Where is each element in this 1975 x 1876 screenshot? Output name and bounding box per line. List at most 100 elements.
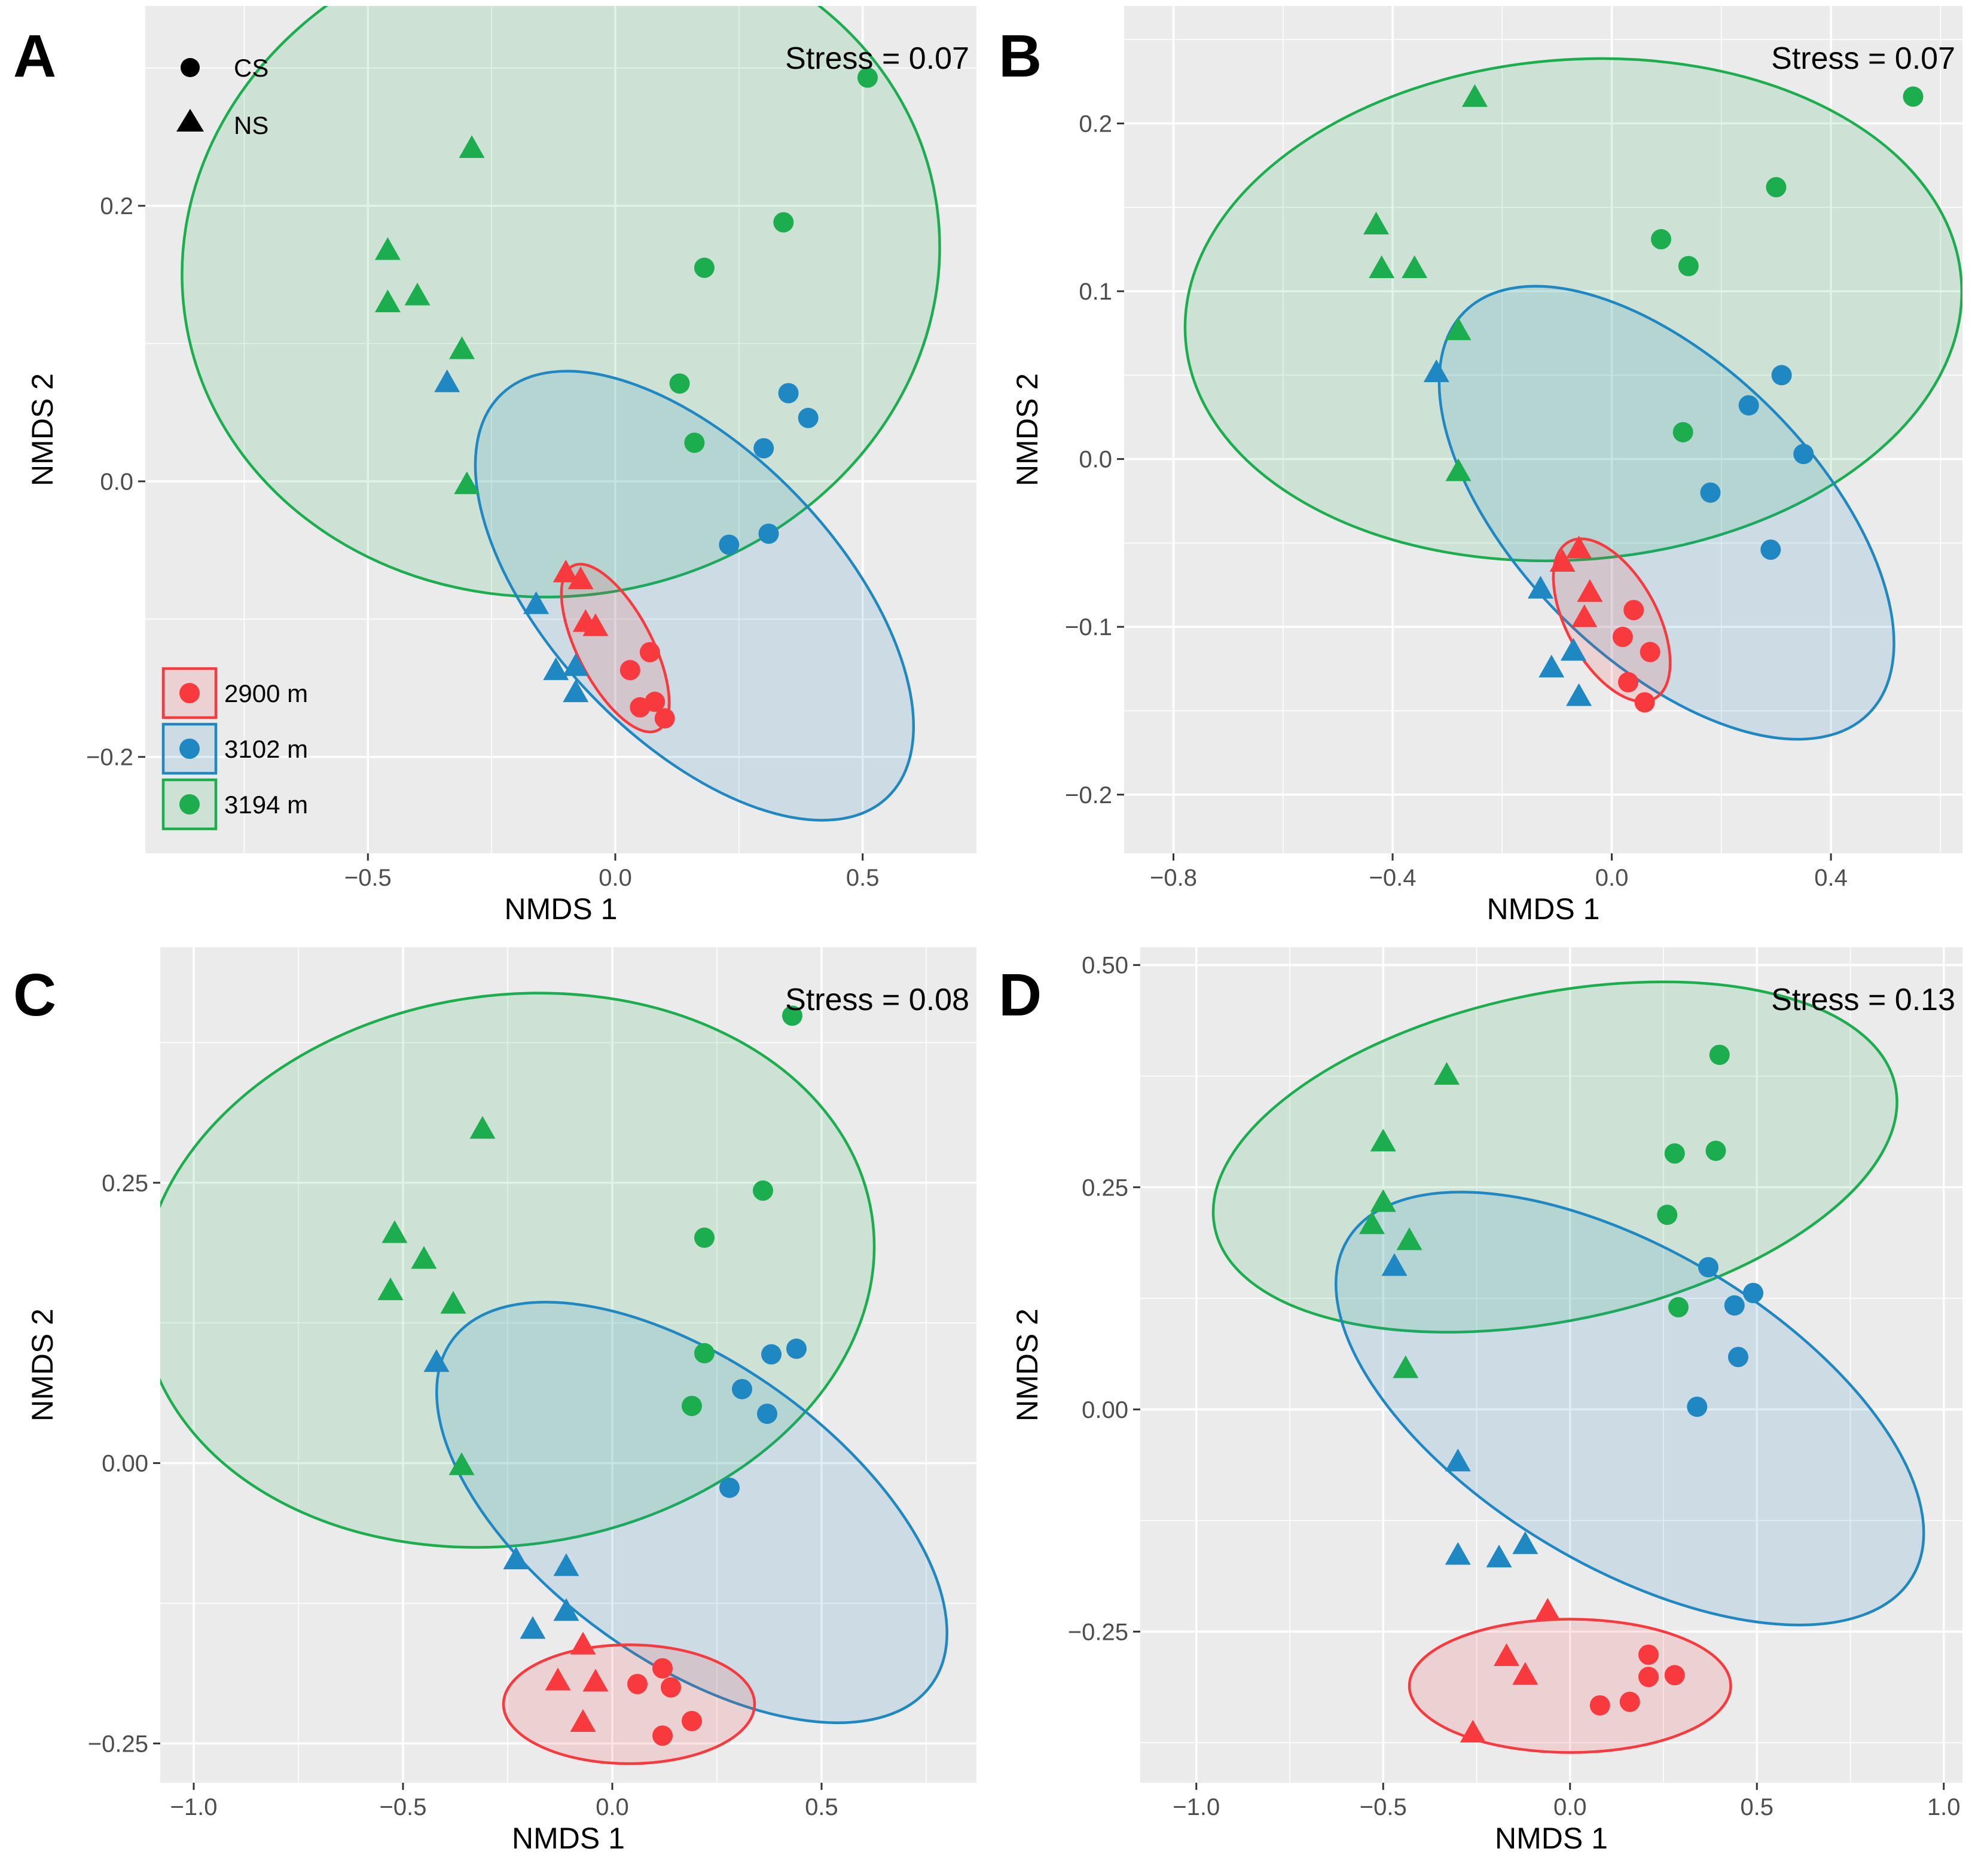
stress-annotation: Stress = 0.13 xyxy=(1771,983,1955,1017)
y-tick-label: 0.25 xyxy=(102,1170,148,1197)
data-point-circle xyxy=(682,1395,702,1416)
data-point-triangle xyxy=(1423,359,1449,382)
depth-legend: 2900 m 3102 m 3194 m xyxy=(161,667,308,831)
data-point-circle xyxy=(1664,1665,1685,1686)
y-tick-label: 0.0 xyxy=(100,469,133,495)
data-point-circle xyxy=(1619,1691,1640,1712)
data-point-circle xyxy=(1724,1295,1745,1316)
data-point-circle xyxy=(773,212,794,233)
panel-letter-c: C xyxy=(13,962,56,1029)
data-point-triangle xyxy=(563,679,589,703)
data-point-circle xyxy=(1664,1143,1685,1164)
data-point-triangle xyxy=(1396,1227,1423,1250)
data-point-circle xyxy=(1589,1695,1610,1716)
data-point-triangle xyxy=(570,1709,596,1732)
confidence-ellipse-depth-3102 xyxy=(474,370,915,822)
x-axis-title: NMDS 1 xyxy=(512,1822,625,1855)
data-point-circle xyxy=(1793,444,1814,465)
data-point-circle xyxy=(694,1227,715,1248)
legend-circle-key xyxy=(181,58,200,77)
data-point-triangle xyxy=(1527,575,1553,599)
y-axis-title: NMDS 2 xyxy=(26,1308,59,1422)
y-axis-title: NMDS 2 xyxy=(1011,373,1044,486)
data-point-circle xyxy=(1760,539,1781,560)
data-point-triangle xyxy=(377,1277,404,1301)
data-point-triangle xyxy=(1512,1662,1539,1685)
data-point-triangle xyxy=(1460,1719,1486,1743)
data-point-triangle xyxy=(543,657,569,681)
x-tick-label: −1.0 xyxy=(1173,1794,1220,1820)
y-axis-title: NMDS 2 xyxy=(1011,1308,1044,1422)
y-tick-label: 0.25 xyxy=(1082,1175,1128,1201)
data-point-triangle xyxy=(1445,317,1472,340)
x-tick-label: 1.0 xyxy=(1927,1794,1961,1820)
data-point-triangle xyxy=(1393,1355,1419,1378)
y-tick-label: −0.2 xyxy=(1065,782,1112,809)
data-point-triangle xyxy=(1445,1542,1471,1565)
data-point-triangle xyxy=(582,613,609,636)
data-point-triangle xyxy=(563,653,589,676)
data-point-circle xyxy=(719,1477,740,1498)
legend-key-dot xyxy=(179,683,200,703)
data-point-triangle xyxy=(404,282,431,306)
data-point-triangle xyxy=(553,1553,579,1576)
y-tick-label: −0.2 xyxy=(86,745,133,771)
x-tick-label: 0.0 xyxy=(1595,865,1629,891)
data-point-circle xyxy=(661,1677,681,1698)
data-point-circle xyxy=(669,373,690,394)
data-point-circle xyxy=(630,697,651,718)
y-tick-label: −0.25 xyxy=(1068,1619,1128,1645)
x-axis-title: NMDS 1 xyxy=(1495,1822,1608,1855)
confidence-ellipse-depth-3102 xyxy=(435,1301,948,1724)
y-tick-label: 0.1 xyxy=(1079,279,1112,305)
legend-key-dot xyxy=(179,739,200,759)
data-point-circle xyxy=(1766,177,1787,198)
confidence-ellipse-depth-3194 xyxy=(1211,980,1898,1334)
data-point-circle xyxy=(1738,395,1759,416)
data-point-circle xyxy=(732,1378,752,1399)
panel-b: −0.8 −0.4 0.0 0.4 −0.2 −0.1 0.0 0.1 0.2 NMDS 1 NMD… xyxy=(1011,6,1962,926)
data-point-triangle xyxy=(381,1220,408,1243)
panel-letter-d: D xyxy=(999,962,1042,1029)
y-tick-label: −0.25 xyxy=(88,1731,148,1757)
y-tick-label: −0.1 xyxy=(1065,614,1112,640)
x-tick-label: −0.5 xyxy=(1360,1794,1407,1820)
data-point-circle xyxy=(619,660,640,681)
x-tick-label: 0.0 xyxy=(599,865,632,891)
data-point-circle xyxy=(652,1725,673,1746)
data-point-circle xyxy=(753,438,774,459)
data-point-circle xyxy=(798,407,819,428)
data-point-circle xyxy=(1743,1283,1763,1304)
data-point-circle xyxy=(753,1180,773,1201)
y-tick-label: 0.50 xyxy=(1082,953,1128,979)
data-point-circle xyxy=(1634,692,1655,713)
confidence-ellipse-depth-3102 xyxy=(1437,285,1895,741)
x-tick-label: −0.4 xyxy=(1369,865,1417,891)
data-point-circle xyxy=(778,383,799,404)
confidence-ellipse-depth-3194 xyxy=(181,6,941,599)
data-point-circle xyxy=(1657,1204,1678,1225)
data-point-triangle xyxy=(523,591,550,614)
x-tick-label: −0.5 xyxy=(380,1794,427,1820)
data-point-circle xyxy=(1638,1644,1659,1665)
data-point-triangle xyxy=(1494,1643,1519,1666)
data-point-triangle xyxy=(1512,1531,1539,1554)
confidence-ellipse-depth-2900 xyxy=(502,1643,756,1765)
panel-c: −1.0 −0.5 0.0 0.5 −0.25 0.00 0.25 NMDS 1 NMDS 2 S… xyxy=(26,947,976,1855)
data-point-circle xyxy=(1678,255,1699,276)
x-axis-title: NMDS 1 xyxy=(505,892,618,926)
data-point-circle xyxy=(1672,422,1693,443)
data-point-triangle xyxy=(459,135,485,158)
stress-annotation: Stress = 0.07 xyxy=(785,41,969,76)
ellipse-group xyxy=(181,6,941,822)
plot-background xyxy=(1124,6,1962,853)
x-tick-label: 0.5 xyxy=(846,865,880,891)
data-point-triangle xyxy=(1549,549,1576,572)
data-point-triangle xyxy=(1566,535,1592,559)
legend-depth-label: 3102 m xyxy=(224,735,308,763)
data-point-triangle xyxy=(1571,604,1598,627)
data-point-triangle xyxy=(1560,637,1586,661)
data-point-triangle xyxy=(552,559,579,582)
data-point-circle xyxy=(1709,1044,1730,1065)
